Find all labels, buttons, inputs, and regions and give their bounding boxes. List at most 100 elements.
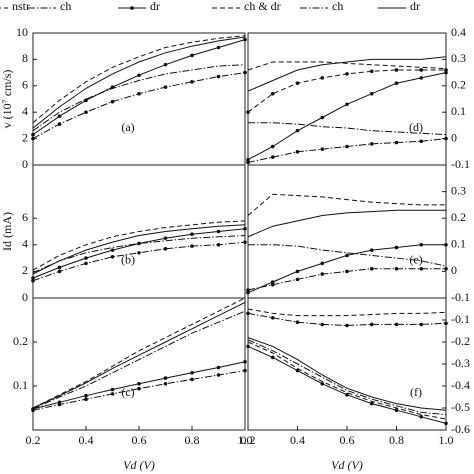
y-tick-label: 6 bbox=[22, 210, 28, 224]
point-marker bbox=[444, 421, 448, 426]
point-marker bbox=[137, 73, 141, 78]
y-tick-label: 0 bbox=[22, 157, 28, 171]
point-marker bbox=[243, 70, 247, 75]
point-marker bbox=[163, 62, 168, 67]
point-marker bbox=[369, 266, 374, 271]
y-tick-label: 0.4 bbox=[451, 25, 466, 39]
legend-label: nstr bbox=[12, 0, 30, 13]
point-marker bbox=[320, 322, 325, 327]
x-tick-label: 0.6 bbox=[132, 433, 147, 447]
y-tick-label: 0.2 bbox=[451, 210, 466, 224]
point-marker bbox=[295, 128, 300, 133]
point-marker bbox=[369, 401, 374, 406]
point-marker bbox=[31, 136, 35, 141]
point-marker bbox=[295, 320, 300, 325]
series-line bbox=[247, 138, 447, 163]
y-tick-label: 0 bbox=[451, 263, 457, 277]
point-marker bbox=[270, 155, 275, 159]
point-marker bbox=[190, 371, 194, 375]
point-marker bbox=[295, 277, 300, 282]
point-marker bbox=[369, 91, 374, 96]
series-line bbox=[32, 310, 246, 410]
y-tick-label: 6 bbox=[22, 78, 28, 92]
series-line bbox=[32, 301, 246, 409]
point-marker bbox=[394, 68, 399, 72]
point-marker bbox=[270, 280, 275, 284]
point-marker bbox=[419, 76, 424, 80]
series-line bbox=[247, 339, 447, 416]
point-marker bbox=[216, 373, 221, 377]
series-line bbox=[32, 36, 246, 129]
point-marker bbox=[270, 282, 275, 287]
point-marker bbox=[137, 241, 141, 246]
point-marker bbox=[57, 402, 62, 407]
y-tick-label: 0.2 bbox=[13, 334, 28, 348]
point-marker bbox=[246, 288, 250, 292]
point-marker bbox=[190, 53, 194, 58]
point-marker bbox=[243, 240, 247, 244]
y-axis-label: Id (mA) bbox=[0, 212, 14, 251]
series-line bbox=[32, 64, 246, 132]
x-axis-label: Vd (V) bbox=[123, 458, 155, 472]
point-marker bbox=[84, 110, 88, 114]
point-marker bbox=[57, 114, 62, 118]
point-marker bbox=[419, 243, 424, 247]
point-marker bbox=[345, 72, 349, 76]
point-marker bbox=[295, 368, 300, 373]
point-marker bbox=[84, 256, 88, 260]
point-marker bbox=[419, 68, 424, 72]
point-marker bbox=[57, 265, 62, 270]
y-tick-label: 0.1 bbox=[451, 104, 466, 118]
point-marker bbox=[444, 136, 448, 141]
panel-frame bbox=[247, 297, 447, 431]
x-tick-label: 0.8 bbox=[389, 433, 404, 447]
point-marker bbox=[190, 232, 194, 236]
series-line bbox=[247, 337, 447, 411]
y-tick-label: 0.3 bbox=[451, 51, 466, 65]
point-marker bbox=[394, 322, 399, 327]
point-marker bbox=[270, 355, 275, 360]
series-line bbox=[248, 122, 447, 136]
point-marker bbox=[419, 266, 424, 271]
legend-label: dr bbox=[150, 0, 160, 13]
point-marker bbox=[243, 227, 247, 231]
point-marker bbox=[110, 392, 115, 396]
series-line bbox=[247, 312, 447, 327]
point-marker bbox=[216, 243, 221, 247]
x-tick-label: 0.4 bbox=[290, 433, 305, 447]
point-marker bbox=[295, 150, 300, 154]
point-marker bbox=[137, 250, 141, 255]
y-tick-label: 0.2 bbox=[451, 78, 466, 92]
y-tick-label: -0.2 bbox=[451, 334, 470, 348]
point-marker bbox=[394, 245, 399, 250]
y-tick-label: 4 bbox=[22, 237, 28, 251]
panel-label: (d) bbox=[409, 120, 423, 134]
point-marker bbox=[394, 266, 399, 271]
point-marker bbox=[320, 382, 325, 386]
point-marker bbox=[345, 269, 349, 274]
y-axis-label: v (10⁷ cm/s) bbox=[0, 70, 14, 129]
point-marker bbox=[216, 365, 221, 370]
point-marker bbox=[163, 85, 168, 89]
point-marker bbox=[110, 254, 115, 259]
x-tick-label: 1.0 bbox=[238, 433, 253, 447]
point-marker bbox=[246, 344, 250, 349]
panel-frame bbox=[32, 32, 246, 166]
point-marker bbox=[394, 140, 399, 145]
point-marker bbox=[320, 76, 325, 80]
point-marker bbox=[190, 80, 194, 84]
point-marker bbox=[419, 415, 424, 419]
point-marker bbox=[320, 261, 325, 266]
legend-label: ch bbox=[332, 0, 343, 13]
point-marker bbox=[163, 382, 168, 386]
point-marker bbox=[345, 393, 349, 397]
y-tick-label: 2 bbox=[22, 130, 28, 144]
series-line bbox=[247, 61, 447, 71]
series-line bbox=[32, 72, 246, 140]
y-tick-label: -0.5 bbox=[451, 400, 470, 414]
point-marker bbox=[444, 70, 448, 75]
point-marker bbox=[84, 393, 88, 398]
point-marker bbox=[444, 68, 448, 72]
panel-label: (c) bbox=[121, 385, 134, 399]
